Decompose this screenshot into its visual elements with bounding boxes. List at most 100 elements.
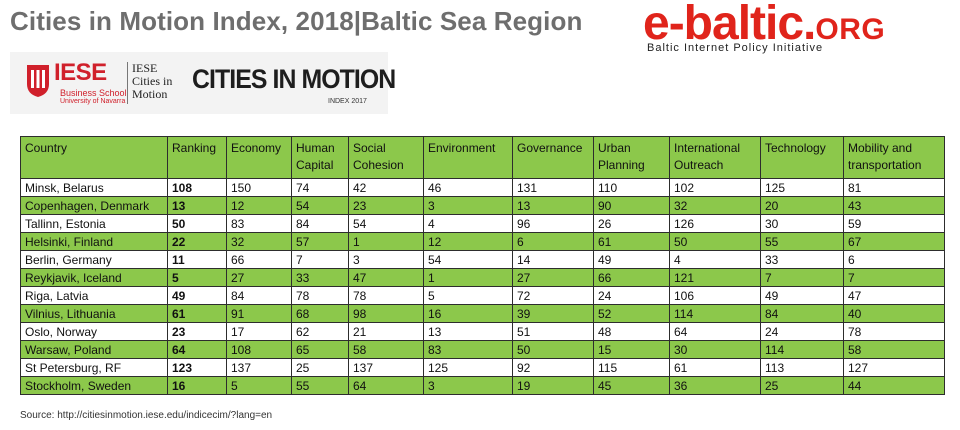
score-cell: 78 (291, 286, 349, 305)
score-cell: 126 (669, 214, 761, 233)
score-cell: 125 (423, 358, 513, 377)
column-header: Ranking (167, 136, 227, 179)
ranking-cell: 50 (167, 214, 227, 233)
score-cell: 19 (512, 376, 594, 395)
score-cell: 30 (669, 340, 761, 359)
score-cell: 20 (760, 196, 844, 215)
score-cell: 114 (760, 340, 844, 359)
city-cell: St Petersburg, RF (20, 358, 168, 377)
score-cell: 44 (843, 376, 945, 395)
score-cell: 1 (423, 268, 513, 287)
score-cell: 13 (423, 322, 513, 341)
score-cell: 121 (669, 268, 761, 287)
table-row: Minsk, Belarus 108 150 74 42 46 131 110 102 125 81 (20, 178, 945, 197)
score-cell: 4 (423, 214, 513, 233)
source-note: Source: http://citiesinmotion.iese.edu/i… (20, 410, 273, 421)
cities-ranking-table: Country Ranking Economy Human Capital So… (20, 136, 945, 395)
score-cell: 36 (669, 376, 761, 395)
score-cell: 131 (512, 178, 594, 197)
score-cell: 57 (291, 232, 349, 251)
iese-wordmark: IESE (54, 59, 107, 86)
score-cell: 106 (669, 286, 761, 305)
city-cell: Berlin, Germany (20, 250, 168, 269)
table-row: Helsinki, Finland 22 32 57 1 12 6 61 50 55 67 (20, 232, 945, 251)
score-cell: 42 (348, 178, 424, 197)
score-cell: 16 (423, 304, 513, 323)
city-cell: Oslo, Norway (20, 322, 168, 341)
score-cell: 24 (593, 286, 670, 305)
score-cell: 52 (593, 304, 670, 323)
score-cell: 92 (512, 358, 594, 377)
cities-in-motion-wordmark: CITIES IN MOTION (192, 64, 396, 94)
ebaltic-name: e-baltic. (643, 0, 816, 50)
score-cell: 66 (593, 268, 670, 287)
score-cell: 7 (291, 250, 349, 269)
score-cell: 12 (423, 232, 513, 251)
score-cell: 54 (291, 196, 349, 215)
ebaltic-logo[interactable]: e-baltic.ORG Baltic Internet Policy Init… (643, 0, 953, 58)
page-title: Cities in Motion Index, 2018|Baltic Sea … (10, 6, 583, 36)
ranking-cell: 61 (167, 304, 227, 323)
score-cell: 59 (843, 214, 945, 233)
column-header: Social Cohesion (348, 136, 424, 179)
score-cell: 55 (291, 376, 349, 395)
score-cell: 108 (226, 340, 292, 359)
city-cell: Stockholm, Sweden (20, 376, 168, 395)
column-header: Environment (423, 136, 513, 179)
score-cell: 32 (669, 196, 761, 215)
score-cell: 32 (226, 232, 292, 251)
score-cell: 27 (226, 268, 292, 287)
score-cell: 4 (669, 250, 761, 269)
score-cell: 81 (843, 178, 945, 197)
score-cell: 1 (348, 232, 424, 251)
ranking-cell: 64 (167, 340, 227, 359)
score-cell: 7 (760, 268, 844, 287)
score-cell: 24 (760, 322, 844, 341)
score-cell: 51 (512, 322, 594, 341)
score-cell: 74 (291, 178, 349, 197)
score-cell: 90 (593, 196, 670, 215)
city-cell: Tallinn, Estonia (20, 214, 168, 233)
score-cell: 5 (423, 286, 513, 305)
ranking-cell: 108 (167, 178, 227, 197)
score-cell: 83 (423, 340, 513, 359)
ranking-cell: 49 (167, 286, 227, 305)
city-cell: Riga, Latvia (20, 286, 168, 305)
ranking-cell: 5 (167, 268, 227, 287)
table-row: Oslo, Norway 23 17 62 21 13 51 48 64 24 78 (20, 322, 945, 341)
score-cell: 13 (512, 196, 594, 215)
score-cell: 78 (348, 286, 424, 305)
cim-line: Motion (132, 87, 168, 101)
score-cell: 26 (593, 214, 670, 233)
score-cell: 64 (348, 376, 424, 395)
score-cell: 96 (512, 214, 594, 233)
score-cell: 7 (843, 268, 945, 287)
city-cell: Helsinki, Finland (20, 232, 168, 251)
table-row: Tallinn, Estonia 50 83 84 54 4 96 26 126 30 59 (20, 214, 945, 233)
ebaltic-tld: ORG (815, 13, 886, 46)
score-cell: 5 (226, 376, 292, 395)
iese-cities-in-motion-label: IESE Cities in Motion (132, 62, 202, 101)
column-header: International Outreach (669, 136, 761, 179)
score-cell: 49 (593, 250, 670, 269)
score-cell: 23 (348, 196, 424, 215)
iese-cities-in-motion-logo: IESE Business School University of Navar… (10, 52, 396, 114)
score-cell: 84 (291, 214, 349, 233)
score-cell: 125 (760, 178, 844, 197)
score-cell: 25 (760, 376, 844, 395)
city-cell: Copenhagen, Denmark (20, 196, 168, 215)
score-cell: 48 (593, 322, 670, 341)
score-cell: 115 (593, 358, 670, 377)
score-cell: 3 (348, 250, 424, 269)
table-row: Berlin, Germany 11 66 7 3 54 14 49 4 33 6 (20, 250, 945, 269)
table-row: St Petersburg, RF 123 137 25 137 125 92 115 61 11… (20, 358, 945, 377)
score-cell: 72 (512, 286, 594, 305)
table-row: Warsaw, Poland 64 108 65 58 83 50 15 30 114 58 (20, 340, 945, 359)
city-cell: Vilnius, Lithuania (20, 304, 168, 323)
score-cell: 46 (423, 178, 513, 197)
cim-line: IESE (132, 61, 158, 75)
iese-business-school: Business School (60, 88, 127, 98)
score-cell: 78 (843, 322, 945, 341)
score-cell: 84 (760, 304, 844, 323)
ranking-cell: 22 (167, 232, 227, 251)
